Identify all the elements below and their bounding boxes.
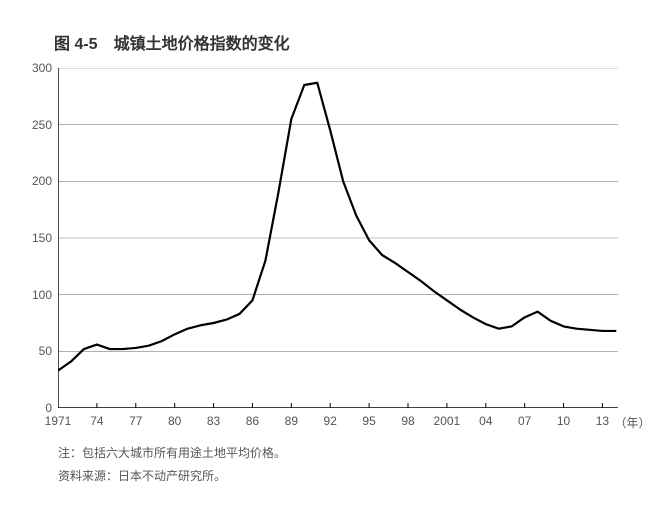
x-tick-label: 74 xyxy=(90,414,103,428)
x-tick-label: 92 xyxy=(324,414,337,428)
x-axis-unit: （年） xyxy=(614,414,650,431)
y-tick-label: 150 xyxy=(32,231,52,245)
line-chart xyxy=(58,68,618,408)
x-tick-label: 04 xyxy=(479,414,492,428)
figure-title: 图 4-5 城镇土地价格指数的变化 xyxy=(54,30,619,54)
x-tick-label: 95 xyxy=(362,414,375,428)
x-tick-label: 07 xyxy=(518,414,531,428)
y-tick-label: 250 xyxy=(32,118,52,132)
x-tick-label: 13 xyxy=(596,414,609,428)
y-tick-label: 50 xyxy=(39,344,52,358)
x-tick-label: 77 xyxy=(129,414,142,428)
y-tick-label: 100 xyxy=(32,288,52,302)
y-tick-label: 300 xyxy=(32,61,52,75)
page: 图 4-5 城镇土地价格指数的变化 0501001502002503001971… xyxy=(0,0,653,508)
y-tick-label: 200 xyxy=(32,174,52,188)
x-tick-label: 1971 xyxy=(45,414,72,428)
x-tick-label: 98 xyxy=(401,414,414,428)
x-tick-label: 10 xyxy=(557,414,570,428)
x-tick-label: 2001 xyxy=(434,414,461,428)
note-line: 注：包括六大城市所有用途土地平均价格。 xyxy=(58,442,619,465)
chart-area: 0501001502002503001971747780838689929598… xyxy=(58,68,618,408)
x-tick-label: 89 xyxy=(285,414,298,428)
x-tick-label: 83 xyxy=(207,414,220,428)
x-tick-label: 86 xyxy=(246,414,259,428)
y-tick-label: 0 xyxy=(45,401,52,415)
figure-notes: 注：包括六大城市所有用途土地平均价格。 资料来源：日本不动产研究所。 xyxy=(58,442,619,488)
source-line: 资料来源：日本不动产研究所。 xyxy=(58,465,619,488)
x-tick-label: 80 xyxy=(168,414,181,428)
